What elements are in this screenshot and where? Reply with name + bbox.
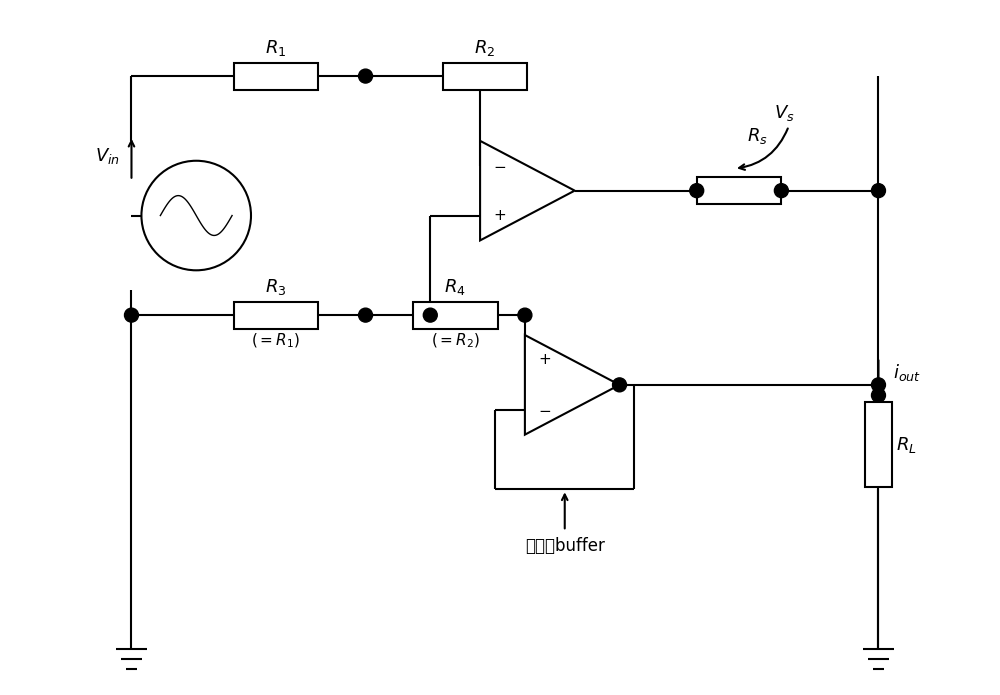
Circle shape bbox=[125, 308, 138, 322]
Text: $R_s$: $R_s$ bbox=[747, 126, 768, 146]
Bar bbox=[234, 63, 318, 90]
Circle shape bbox=[872, 389, 885, 402]
Circle shape bbox=[774, 183, 788, 197]
Text: $R_4$: $R_4$ bbox=[444, 277, 466, 297]
Text: $i_{out}$: $i_{out}$ bbox=[893, 362, 921, 383]
Text: $R_L$: $R_L$ bbox=[896, 434, 917, 455]
Text: $(=R_1)$: $(=R_1)$ bbox=[251, 332, 300, 350]
Text: $R_1$: $R_1$ bbox=[265, 38, 287, 58]
Text: $V_{in}$: $V_{in}$ bbox=[95, 146, 120, 166]
Polygon shape bbox=[480, 141, 575, 240]
Circle shape bbox=[359, 69, 373, 83]
Bar bbox=[865, 402, 892, 487]
Circle shape bbox=[872, 378, 885, 392]
Text: $+$: $+$ bbox=[493, 208, 506, 223]
Text: $+$: $+$ bbox=[538, 352, 551, 368]
Text: 防逆流buffer: 防逆流buffer bbox=[525, 537, 605, 555]
Bar bbox=[413, 302, 498, 329]
Bar bbox=[234, 302, 318, 329]
Circle shape bbox=[141, 161, 251, 270]
Text: $V_s$: $V_s$ bbox=[774, 103, 795, 123]
Polygon shape bbox=[525, 335, 620, 434]
Bar bbox=[697, 177, 781, 204]
Circle shape bbox=[872, 183, 885, 197]
Circle shape bbox=[423, 308, 437, 322]
Text: $R_2$: $R_2$ bbox=[474, 38, 496, 58]
Text: $-$: $-$ bbox=[538, 402, 551, 417]
Circle shape bbox=[690, 183, 704, 197]
Bar bbox=[443, 63, 527, 90]
Text: $R_3$: $R_3$ bbox=[265, 277, 287, 297]
Circle shape bbox=[359, 308, 373, 322]
Circle shape bbox=[518, 308, 532, 322]
Text: $(=R_2)$: $(=R_2)$ bbox=[431, 332, 480, 350]
Circle shape bbox=[613, 378, 626, 392]
Text: $-$: $-$ bbox=[493, 158, 506, 173]
